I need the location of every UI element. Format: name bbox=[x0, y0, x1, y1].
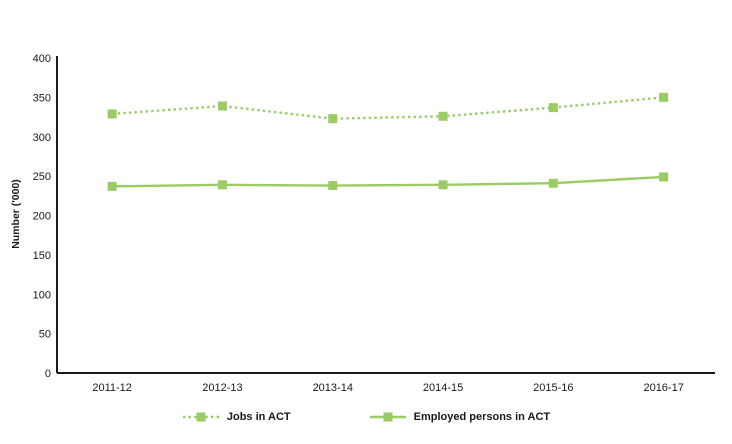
data-point-marker bbox=[438, 111, 448, 121]
legend-label-jobs: Jobs in ACT bbox=[226, 411, 291, 423]
series-line-1 bbox=[112, 175, 664, 188]
legend-item-employed: Employed persons in ACT bbox=[369, 411, 551, 423]
solid-line-legend-icon bbox=[369, 412, 406, 422]
series-line-0 bbox=[112, 96, 664, 120]
data-point-marker bbox=[107, 109, 117, 119]
x-tick-label: 2013-14 bbox=[313, 382, 353, 394]
x-tick-label: 2014-15 bbox=[423, 382, 463, 394]
data-point-marker bbox=[659, 172, 669, 182]
x-tick-label: 2016-17 bbox=[643, 382, 683, 394]
y-axis-title: Number ('000) bbox=[10, 179, 22, 249]
legend-item-jobs: Jobs in ACT bbox=[182, 411, 291, 423]
data-point-marker bbox=[328, 181, 338, 191]
data-point-marker bbox=[548, 103, 558, 113]
y-tick-label: 150 bbox=[33, 250, 51, 262]
dotted-line-legend-icon bbox=[182, 412, 219, 422]
data-point-marker bbox=[107, 181, 117, 191]
y-tick-label: 350 bbox=[33, 92, 51, 104]
y-tick-label: 0 bbox=[45, 368, 51, 380]
y-tick-label: 50 bbox=[39, 329, 51, 341]
data-point-marker bbox=[217, 180, 227, 190]
data-point-marker bbox=[217, 101, 227, 111]
data-point-marker bbox=[659, 92, 669, 102]
x-tick-label: 2015-16 bbox=[533, 382, 573, 394]
y-tick-label: 300 bbox=[33, 132, 51, 144]
y-tick-label: 200 bbox=[33, 211, 51, 223]
y-tick-label: 400 bbox=[33, 53, 51, 65]
data-point-marker bbox=[328, 114, 338, 124]
y-tick-label: 250 bbox=[33, 171, 51, 183]
x-tick-label: 2011-12 bbox=[92, 382, 132, 394]
legend: Jobs in ACT Employed persons in ACT bbox=[0, 411, 732, 423]
data-point-marker bbox=[438, 180, 448, 190]
data-point-marker bbox=[548, 178, 558, 188]
y-tick-label: 100 bbox=[33, 289, 51, 301]
x-tick-label: 2012-13 bbox=[202, 382, 242, 394]
legend-label-employed: Employed persons in ACT bbox=[413, 411, 551, 423]
